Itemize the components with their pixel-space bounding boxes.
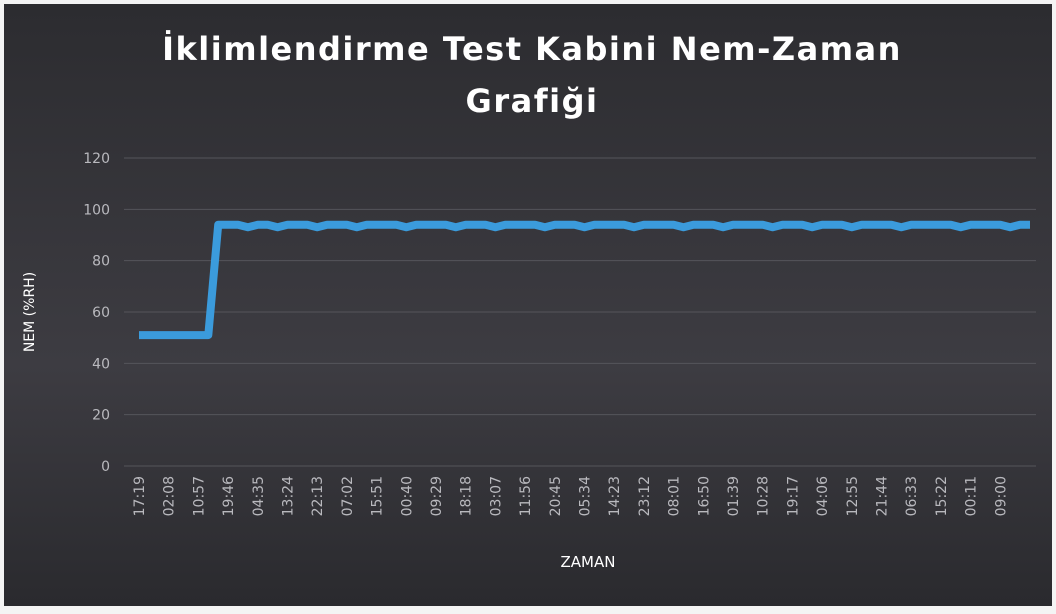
- y-axis-label: NEM (%RH): [22, 272, 38, 352]
- x-axis-label: ZAMAN: [561, 553, 616, 571]
- y-tick-label: 80: [92, 254, 110, 270]
- x-tick-label: 00:40: [399, 476, 415, 516]
- x-tick-label: 23:12: [637, 476, 653, 516]
- x-tick-label: 16:50: [696, 476, 712, 516]
- x-tick-label: 20:45: [548, 476, 564, 516]
- x-tick-label: 18:18: [459, 476, 475, 516]
- data-line: [139, 220, 1030, 340]
- chart-background: [4, 4, 1052, 606]
- x-tick-label: 01:39: [726, 476, 742, 516]
- x-tick-label: 19:46: [221, 476, 237, 516]
- x-tick-label: 03:07: [488, 476, 504, 516]
- y-tick-label: 60: [92, 305, 110, 321]
- x-tick-label: 02:08: [162, 476, 178, 516]
- x-tick-label: 12:55: [845, 476, 861, 516]
- x-tick-label: 13:24: [281, 476, 297, 516]
- x-tick-label: 10:28: [756, 476, 772, 516]
- x-tick-label: 15:22: [934, 476, 950, 516]
- x-tick-label: 08:01: [667, 476, 683, 516]
- y-tick-label: 0: [101, 459, 110, 475]
- x-tick-label: 14:23: [607, 476, 623, 516]
- x-tick-label: 04:35: [251, 476, 267, 516]
- x-tick-label: 09:00: [993, 476, 1009, 516]
- y-tick-label: 120: [83, 151, 110, 167]
- x-tick-label: 10:57: [191, 476, 207, 516]
- x-tick-label: 17:19: [132, 476, 148, 516]
- y-tick-label: 40: [92, 356, 110, 372]
- x-tick-label: 00:11: [964, 476, 980, 516]
- x-tick-label: 04:06: [815, 476, 831, 516]
- x-tick-label: 07:02: [340, 476, 356, 516]
- x-tick-label: 09:29: [429, 476, 445, 516]
- x-tick-label: 15:51: [370, 476, 386, 516]
- chart-title: İklimlendirme Test Kabini Nem-Zaman: [162, 30, 902, 68]
- y-tick-label: 100: [83, 202, 110, 218]
- x-tick-label: 22:13: [310, 476, 326, 516]
- x-tick-label: 11:56: [518, 476, 534, 516]
- x-tick-label: 21:44: [875, 476, 891, 516]
- y-tick-label: 20: [92, 408, 110, 424]
- x-tick-label: 05:34: [578, 476, 594, 516]
- x-tick-label: 06:33: [904, 476, 920, 516]
- chart-title: Grafiği: [466, 82, 599, 120]
- x-tick-label: 19:17: [785, 476, 801, 516]
